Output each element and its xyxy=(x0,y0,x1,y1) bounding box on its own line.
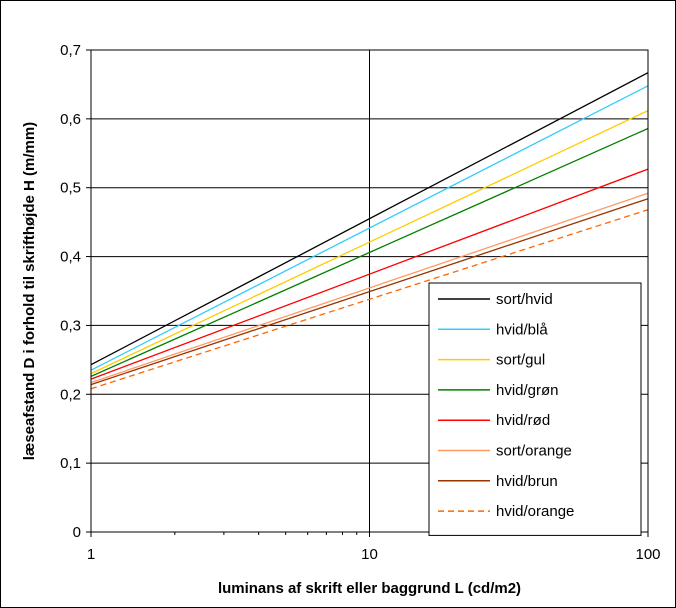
legend-box xyxy=(428,282,642,536)
y-tick-label: 0,2 xyxy=(60,386,81,403)
series-line xyxy=(90,198,649,386)
legend-label: hvid/rød xyxy=(496,412,550,429)
series-lines xyxy=(90,72,649,390)
legend-label: sort/hvid xyxy=(496,291,553,308)
y-tick-label: 0,1 xyxy=(60,455,81,472)
legend-label: hvid/grøn xyxy=(496,382,559,399)
y-tick-label: 0,4 xyxy=(60,249,81,266)
tick-labels: 0 0,1 0,2 0,3 0,4 0,5 0,6 0,7 1 10 100 xyxy=(60,42,660,563)
series-line xyxy=(90,209,649,390)
legend-label: hvid/brun xyxy=(496,473,558,490)
x-tick-label: 10 xyxy=(361,546,378,563)
series-line xyxy=(90,110,649,375)
y-tick-label: 0,7 xyxy=(60,42,81,59)
y-tick-label: 0,6 xyxy=(60,111,81,128)
y-tick-label: 0,3 xyxy=(60,317,81,334)
x-tick-label: 100 xyxy=(635,546,660,563)
y-axis-title: læseafstand D i forhold til skrifthøjde … xyxy=(21,122,38,460)
y-tick-label: 0,5 xyxy=(60,180,81,197)
y-tick-label: 0 xyxy=(73,524,81,541)
series-line xyxy=(90,192,649,384)
legend-label: sort/orange xyxy=(496,443,572,460)
x-tick-label: 1 xyxy=(87,546,95,563)
x-axis-title: luminans af skrift eller baggrund L (cd/… xyxy=(218,580,521,597)
legend-label: hvid/blå xyxy=(496,321,548,338)
series-line xyxy=(90,168,649,380)
series-line xyxy=(90,72,649,366)
legend-label: sort/gul xyxy=(496,352,545,369)
series-line xyxy=(90,85,649,371)
legend: sort/hvid hvid/blå sort/gul hvid/grøn hvid/r… xyxy=(428,282,642,536)
legend-label: hvid/orange xyxy=(496,503,574,520)
series-line xyxy=(90,127,649,377)
